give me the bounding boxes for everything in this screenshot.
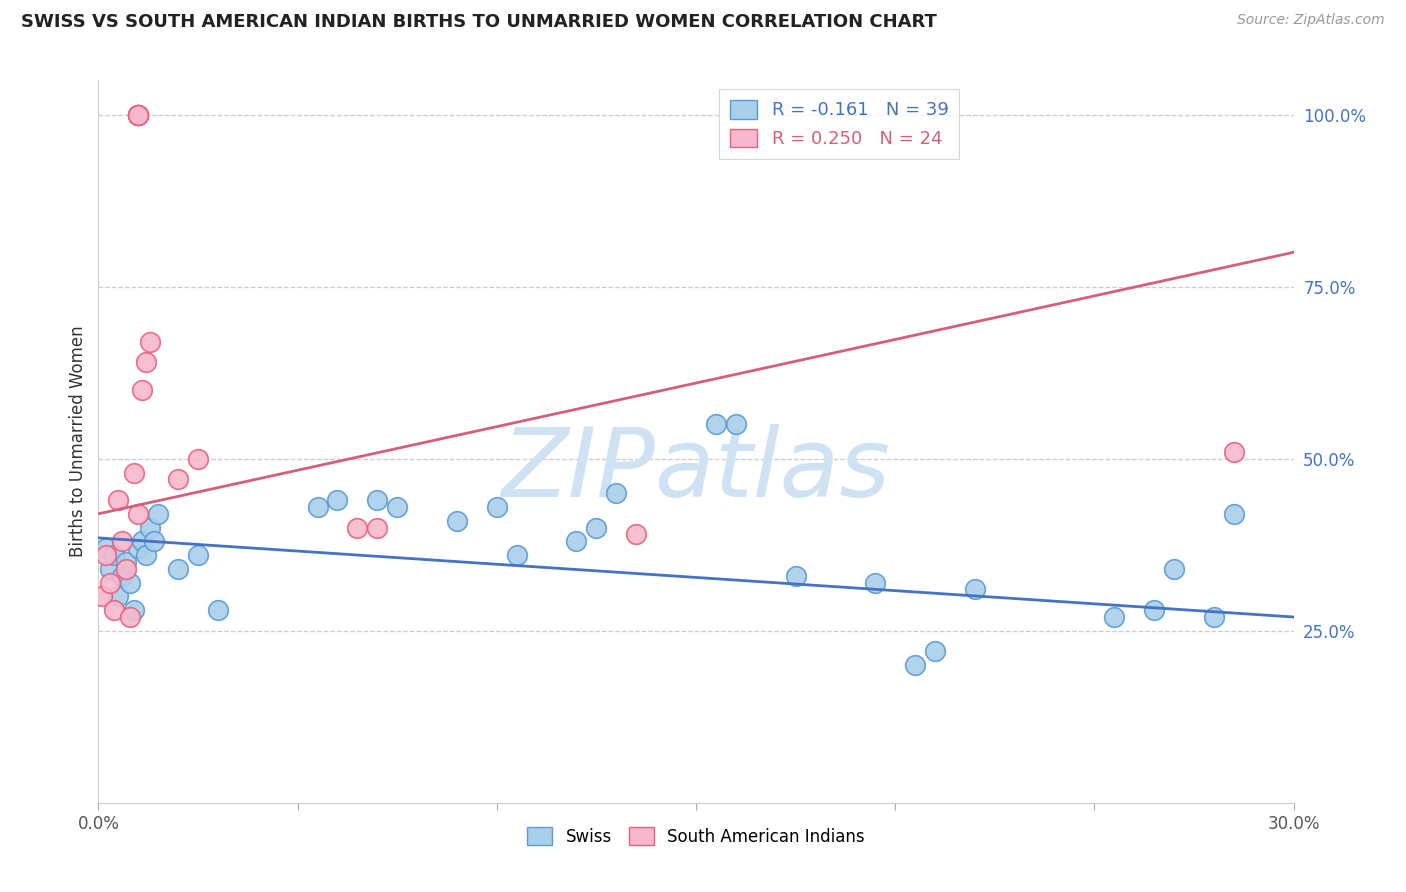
Point: [98, 562, 122, 576]
Point: [565, 534, 588, 549]
Point: [96, 541, 118, 556]
Point: [585, 520, 607, 534]
Point: [446, 514, 468, 528]
Point: [124, 466, 146, 480]
Point: [385, 500, 409, 514]
Point: [127, 108, 149, 122]
Point: [127, 541, 149, 556]
Point: [785, 568, 807, 582]
Point: [127, 507, 149, 521]
Point: [107, 493, 129, 508]
Point: [346, 520, 368, 534]
Point: [1163, 562, 1185, 576]
Point: [135, 548, 157, 562]
Point: [963, 582, 986, 597]
Point: [1223, 445, 1246, 459]
Point: [143, 534, 166, 549]
Point: [98, 575, 122, 590]
Point: [127, 108, 149, 122]
Point: [207, 603, 229, 617]
Point: [91, 590, 114, 604]
Point: [366, 520, 388, 534]
Y-axis label: Births to Unmarried Women: Births to Unmarried Women: [69, 326, 87, 558]
Point: [1104, 610, 1126, 624]
Point: [120, 575, 142, 590]
Point: [111, 534, 134, 549]
Point: [167, 472, 190, 486]
Point: [187, 451, 209, 466]
Point: [865, 575, 887, 590]
Text: Source: ZipAtlas.com: Source: ZipAtlas.com: [1237, 13, 1385, 28]
Point: [506, 548, 529, 562]
Point: [135, 355, 157, 369]
Point: [605, 486, 627, 500]
Text: ZIPatlas: ZIPatlas: [502, 424, 890, 517]
Point: [326, 493, 349, 508]
Point: [115, 555, 138, 569]
Point: [131, 534, 153, 549]
Point: [626, 527, 648, 541]
Point: [96, 548, 118, 562]
Point: [127, 108, 149, 122]
Point: [1202, 610, 1225, 624]
Point: [724, 417, 747, 432]
Point: [107, 590, 129, 604]
Point: [904, 658, 927, 673]
Point: [131, 383, 153, 397]
Point: [366, 493, 388, 508]
Point: [167, 562, 190, 576]
Legend: Swiss, South American Indians: Swiss, South American Indians: [520, 821, 872, 852]
Point: [139, 520, 162, 534]
Text: SWISS VS SOUTH AMERICAN INDIAN BIRTHS TO UNMARRIED WOMEN CORRELATION CHART: SWISS VS SOUTH AMERICAN INDIAN BIRTHS TO…: [21, 13, 936, 31]
Point: [115, 562, 138, 576]
Point: [1223, 507, 1246, 521]
Point: [127, 108, 149, 122]
Point: [307, 500, 329, 514]
Point: [120, 610, 142, 624]
Point: [704, 417, 727, 432]
Point: [111, 568, 134, 582]
Point: [1143, 603, 1166, 617]
Point: [127, 108, 149, 122]
Point: [187, 548, 209, 562]
Point: [485, 500, 508, 514]
Point: [103, 603, 125, 617]
Point: [139, 334, 162, 349]
Point: [124, 603, 146, 617]
Point: [103, 548, 125, 562]
Point: [148, 507, 170, 521]
Point: [924, 644, 946, 658]
